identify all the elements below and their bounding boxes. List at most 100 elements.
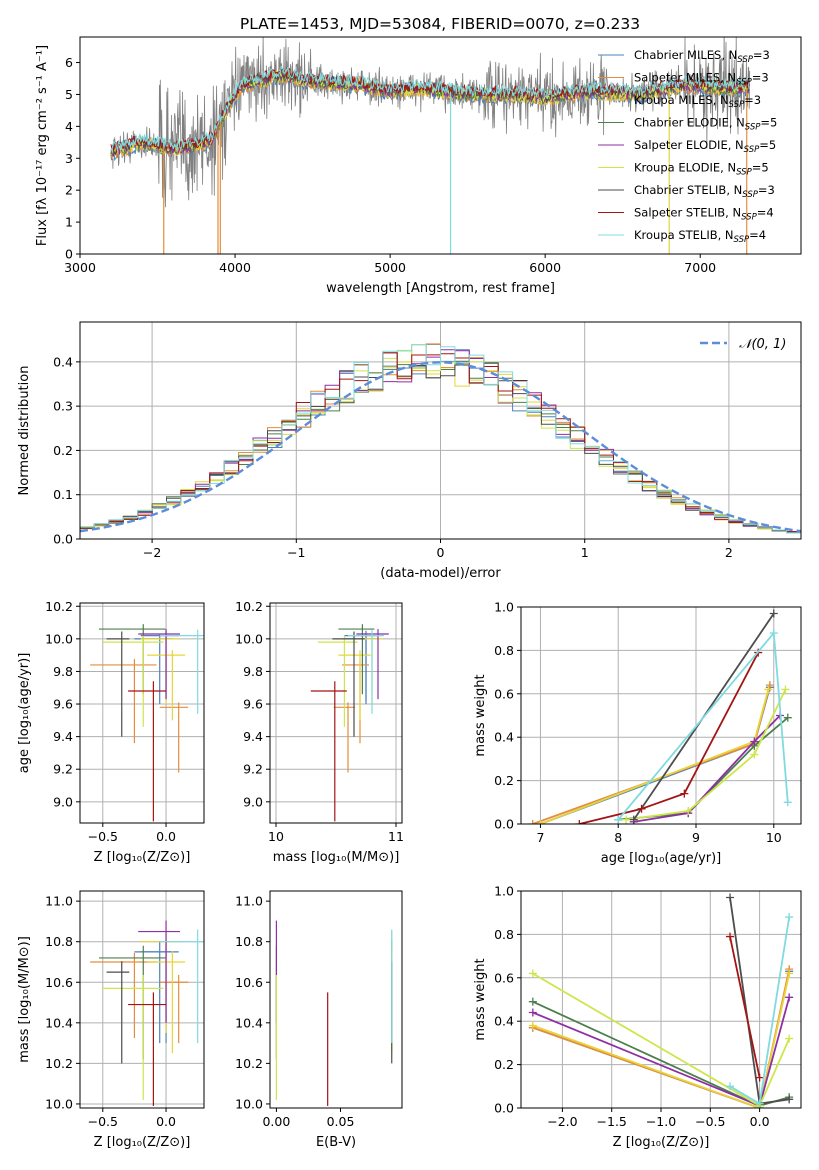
y-tick-label: 9.0 <box>53 794 73 809</box>
mass-weight-point-salpeter_stelib <box>680 789 689 798</box>
mass-weight-line-salpeter_stelib <box>729 936 761 1078</box>
mass-weight-point-kroupa_elodie <box>622 815 630 824</box>
plot-area-age_vs_Z <box>90 624 204 822</box>
axes-frame <box>520 606 802 825</box>
y-tick-label: 6 <box>65 55 73 70</box>
x-tick-label: 7 <box>536 830 544 845</box>
mass-weight-point-kroupa_stelib <box>785 913 794 922</box>
y-tick-label: 9.4 <box>53 729 73 744</box>
x-tick-label: 0.0 <box>156 829 176 844</box>
y-tick-label: 10.0 <box>45 1096 73 1111</box>
x-tick-label: 5000 <box>374 260 406 275</box>
mass-weight-point-salpeter_elodie <box>750 737 759 746</box>
spectrum-legend: Chabrier MILES, NSSP=3 Salpeter MILES, NS… <box>598 48 777 245</box>
mass-weight-point-chabrier_stelib <box>629 815 638 824</box>
y-tick-label: 0.6 <box>494 970 514 985</box>
x-tick-label: −1.0 <box>646 1114 676 1129</box>
plot-area-massweight_vs_Z <box>528 893 794 1108</box>
mass-weight-point-kroupa_elodie <box>528 969 537 978</box>
x-tick-label: −0.5 <box>695 1114 725 1129</box>
x-tick-label: −1.5 <box>597 1114 627 1129</box>
x-axis-label: E(B-V) <box>316 1135 356 1150</box>
mass-weight-point-salpeter_elodie <box>785 993 794 1002</box>
legend-label-salpeter_elodie: Salpeter ELODIE, NSSP=5 <box>634 138 776 155</box>
mass-weight-point-salpeter_elodie <box>528 1008 537 1017</box>
panel-massweight_vs_age: 7 8 9 10 0.0 0.2 0.4 0.6 0.8 1.0 age [log₁₀(age/yr… <box>473 600 802 866</box>
y-tick-label: 10.2 <box>235 599 263 614</box>
y-axis-label: mass weight <box>473 674 488 756</box>
mass-weight-point-chabrier_stelib <box>726 893 735 902</box>
y-tick-label: 4 <box>65 119 73 134</box>
y-tick-label: 10.6 <box>235 975 263 990</box>
y-axis-label: Flux [fλ 10⁻¹⁷ erg cm⁻² s⁻¹ A⁻¹] <box>35 45 50 246</box>
y-tick-label: 1.0 <box>494 884 514 899</box>
residual-histogram-kroupa_stelib <box>80 344 801 534</box>
y-axis-label: mass [log₁₀(M/M⊙)] <box>17 936 32 1063</box>
legend-label-kroupa_stelib: Kroupa STELIB, NSSP=4 <box>634 228 766 245</box>
y-tick-label: 10.2 <box>235 1056 263 1071</box>
mass-weight-point-kroupa_stelib <box>769 629 778 638</box>
y-tick-label: 9.8 <box>243 664 263 679</box>
figure-title: PLATE=1453, MJD=53084, FIBERID=0070, z=0… <box>240 15 640 33</box>
mass-weight-point-chabrier_elodie <box>528 997 537 1006</box>
mass-weight-line-salpeter_stelib <box>579 652 759 824</box>
y-tick-label: 0.2 <box>53 443 73 458</box>
mass-weight-point-kroupa_stelib <box>614 815 623 824</box>
panel-residuals: −2 −1 0 1 2 0.0 0.1 0.2 0.3 0.4 (data-model)/error… <box>17 321 802 581</box>
mass-weight-point-chabrier_elodie <box>783 713 792 722</box>
y-tick-label: 1.0 <box>494 600 514 615</box>
y-tick-label: 10.6 <box>45 975 73 990</box>
y-tick-label: 10.2 <box>45 599 73 614</box>
x-tick-label: 0.05 <box>327 1114 355 1129</box>
y-tick-label: 0.4 <box>53 354 73 369</box>
mass-weight-point-salpeter_stelib <box>755 1073 764 1082</box>
x-tick-label: 3000 <box>64 260 96 275</box>
x-axis-label: Z [log₁₀(Z/Z⊙)] <box>613 1135 710 1150</box>
residual-histogram-chabrier_stelib <box>80 352 801 533</box>
x-tick-label: 11 <box>388 829 404 844</box>
mass-weight-point-salpeter_stelib <box>726 932 735 941</box>
y-tick-label: 3 <box>65 151 73 166</box>
plot-area-massweight_vs_age <box>528 609 792 824</box>
x-tick-label: −0.5 <box>88 1114 118 1129</box>
y-tick-label: 0.4 <box>494 1014 514 1029</box>
x-axis-label: Z [log₁₀(Z/Z⊙)] <box>94 1135 191 1150</box>
y-tick-label: 1 <box>65 215 73 230</box>
y-tick-label: 11.0 <box>45 894 73 909</box>
y-tick-label: 11.0 <box>235 894 263 909</box>
mass-weight-point-kroupa_stelib <box>726 1082 735 1091</box>
axes-frame <box>79 890 205 1109</box>
mass-weight-point-kroupa_miles <box>536 820 545 824</box>
x-axis-label: mass [log₁₀(M/M⊙)] <box>273 850 400 865</box>
y-tick-label: 9.8 <box>53 664 73 679</box>
y-tick-label: 0.6 <box>494 686 514 701</box>
panel-age_vs_mass: 10 11 9.0 9.2 9.4 9.6 9.8 10.0 10.2 mass [log₁₀(M… <box>235 599 404 865</box>
y-tick-label: 10.4 <box>45 1015 73 1030</box>
legend-label-kroupa_elodie: Kroupa ELODIE, NSSP=5 <box>634 161 769 178</box>
panel-mass_vs_Z: −0.5 0.0 10.0 10.2 10.4 10.6 10.8 11.0 Z [log₁₀(… <box>17 890 205 1150</box>
legend-label-gaussian: 𝒩(0, 1) <box>739 337 786 352</box>
y-tick-label: 0.3 <box>53 399 73 414</box>
y-tick-label: 0.0 <box>494 817 514 832</box>
mass-weight-line-kroupa_miles <box>532 973 791 1108</box>
x-tick-label: 0.0 <box>750 1114 770 1129</box>
y-axis-label: mass weight <box>473 958 488 1040</box>
legend-label-chabrier_miles: Chabrier MILES, NSSP=3 <box>634 48 770 65</box>
x-axis-label: age [log₁₀(age/yr)] <box>601 851 722 866</box>
y-tick-label: 10.8 <box>235 934 263 949</box>
x-tick-label: −2 <box>143 545 161 560</box>
plot-area-mass_vs_Z <box>90 920 204 1106</box>
y-tick-label: 5 <box>65 87 73 102</box>
y-axis-label: age [log₁₀(age/yr)] <box>17 653 32 774</box>
mass-weight-point-kroupa_elodie <box>785 1034 794 1043</box>
y-tick-label: 0.2 <box>494 773 514 788</box>
x-tick-label: 7000 <box>684 260 716 275</box>
x-tick-label: 0 <box>437 545 445 560</box>
legend-label-salpeter_stelib: Salpeter STELIB, NSSP=4 <box>634 206 774 223</box>
plot-area-residuals <box>80 343 801 534</box>
x-tick-label: 1 <box>581 545 589 560</box>
x-tick-label: 4000 <box>219 260 251 275</box>
x-axis-label: (data-model)/error <box>380 566 501 581</box>
x-axis-label: Z [log₁₀(Z/Z⊙)] <box>94 850 191 865</box>
